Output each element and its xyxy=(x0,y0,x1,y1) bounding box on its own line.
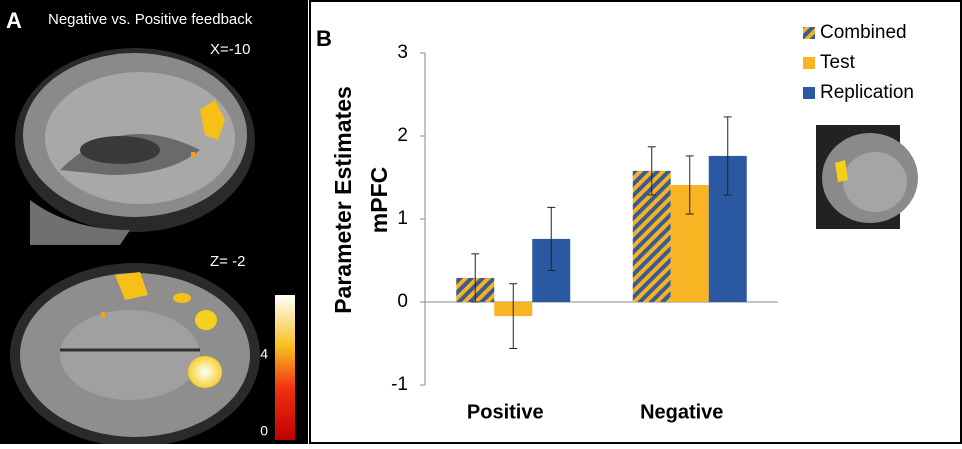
inset-brain xyxy=(816,125,918,229)
panel-label: B xyxy=(316,26,332,51)
legend-label: Combined xyxy=(820,22,907,43)
legend-label: Replication xyxy=(820,82,914,103)
error-bar xyxy=(471,253,480,303)
y-tick-label: -1 xyxy=(391,374,408,395)
y-tick-label: 1 xyxy=(397,208,408,229)
y-tick-label: 3 xyxy=(397,42,408,63)
y-axis-title: Parameter Estimates xyxy=(330,86,356,314)
slice-label: X=-10 xyxy=(210,41,250,58)
y-tick-label: 0 xyxy=(397,291,408,312)
axial-brain xyxy=(10,263,260,447)
colorbar-ticks: 40 xyxy=(260,346,268,439)
sagittal-brain xyxy=(15,48,255,245)
error-bar xyxy=(647,146,656,196)
colorbar xyxy=(275,295,295,440)
legend-label: Test xyxy=(820,52,856,73)
panel-label: A xyxy=(6,8,22,33)
colorbar-tick-label: 4 xyxy=(260,346,268,362)
error-bar xyxy=(723,116,732,196)
error-bar xyxy=(509,283,518,349)
y-tick-label: 2 xyxy=(397,125,408,146)
x-tick-label: Negative xyxy=(640,401,723,423)
x-tick-label: Positive xyxy=(467,401,544,423)
legend-swatch xyxy=(803,57,815,69)
error-bar xyxy=(685,155,694,215)
panel-title: Negative vs. Positive feedback xyxy=(48,11,253,28)
y-axis-title: mPFC xyxy=(366,167,392,233)
legend-swatch xyxy=(803,27,815,39)
colorbar-tick-label: 0 xyxy=(260,423,268,439)
legend-swatch xyxy=(803,87,815,99)
error-bar xyxy=(547,206,556,271)
slice-label: Z= -2 xyxy=(210,253,245,270)
